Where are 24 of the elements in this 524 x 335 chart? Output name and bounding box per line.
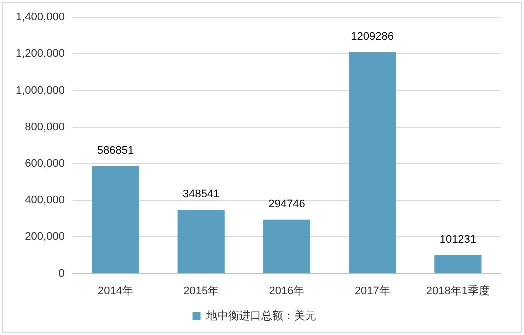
legend-label: 地中衡进口总额：美元 [205, 310, 316, 323]
x-tick-label: 2014年 [98, 285, 134, 298]
bar [434, 255, 482, 274]
bar [263, 220, 311, 274]
y-tick-label: 1,000,000 [16, 84, 65, 97]
x-tick-label: 2016年 [269, 285, 305, 298]
data-label: 294746 [268, 198, 306, 210]
x-tick-label: 2015年 [184, 285, 220, 298]
bar [349, 52, 396, 274]
data-label: 348541 [182, 188, 220, 201]
y-tick-label: 200,000 [25, 231, 65, 244]
y-tick-label: 600,000 [25, 158, 65, 170]
y-tick-label: 800,000 [25, 121, 65, 134]
y-tick-label: 400,000 [25, 194, 65, 207]
y-tick-label: 1,200,000 [16, 48, 65, 60]
x-tick-label: 2018年1季度 [426, 284, 490, 298]
x-tick-label: 2017年 [354, 285, 390, 298]
y-tick-label: 0 [58, 268, 65, 280]
data-label: 1209286 [351, 31, 394, 44]
data-label: 101231 [440, 234, 477, 246]
data-label: 586851 [97, 144, 134, 157]
bar [92, 166, 140, 274]
bar [178, 210, 225, 274]
y-tick-label: 1,400,000 [16, 12, 65, 24]
